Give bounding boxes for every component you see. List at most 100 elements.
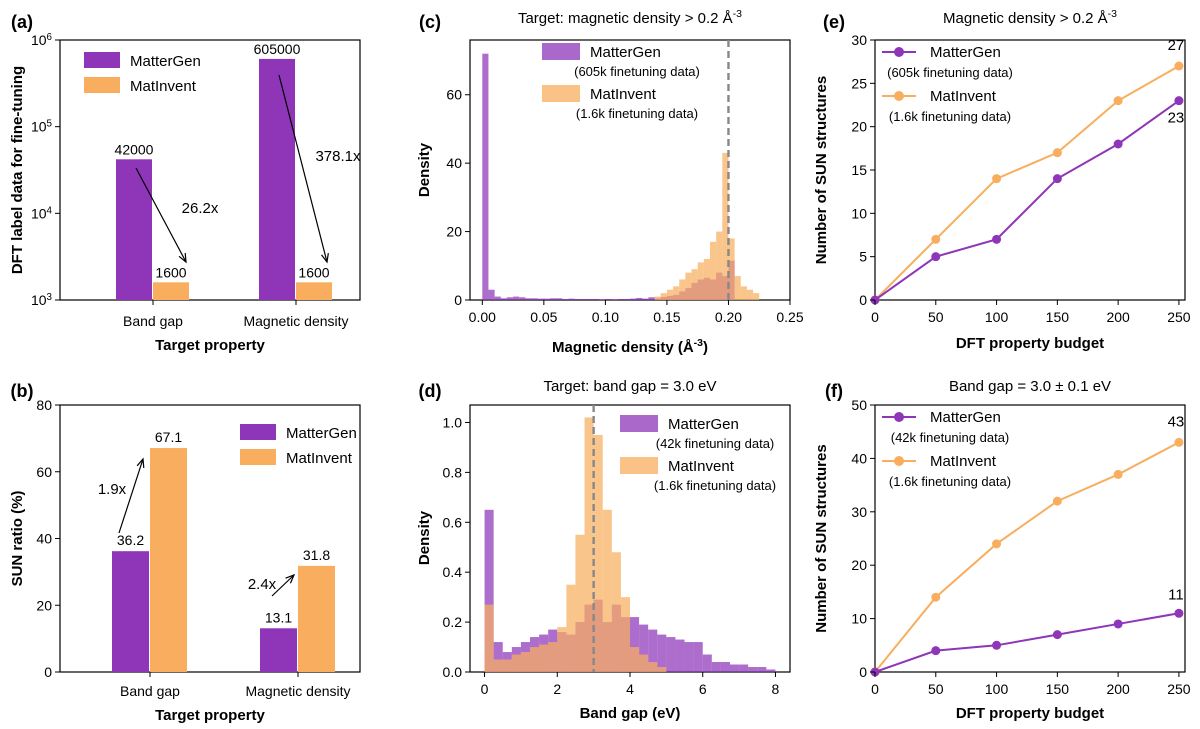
- panel-c-bin-matinvent: [654, 296, 661, 300]
- panel-c-ytick-label: 20: [446, 224, 462, 240]
- panel-d-bin-matinvent: [484, 604, 494, 672]
- panel-d-bin-matinvent: [502, 659, 512, 672]
- panel-e-xtick-label: 100: [985, 309, 1009, 325]
- panel-c-bin-mattergen: [537, 298, 544, 300]
- panel-f-ytick-label: 40: [851, 450, 867, 466]
- panel-c-bin-matinvent: [734, 276, 741, 300]
- panel-d-legend-matinvent: MatInvent: [668, 458, 735, 475]
- panel-e-line-matinvent: [874, 65, 1180, 301]
- panel-f-line-mattergen: [874, 612, 1180, 673]
- panel-e-title: Magnetic density > 0.2 Å-3: [943, 8, 1117, 27]
- panel-d-bin-mattergen: [484, 509, 494, 672]
- panel-d-ytick-label: 0.0: [443, 664, 463, 680]
- panel-d-bin-mattergen: [757, 667, 767, 672]
- panel-c-bin-matinvent: [703, 258, 710, 300]
- panel-f-line-matinvent: [874, 441, 1180, 673]
- panel-d-bin-matinvent: [566, 584, 576, 672]
- panel-d-bin-mattergen: [766, 669, 776, 672]
- panel-c-bin-matinvent: [740, 286, 747, 300]
- panel-f-label: (f): [825, 381, 843, 401]
- panel-e-xtick-label: 0: [871, 309, 879, 325]
- panel-f-point-mattergen: [931, 646, 941, 656]
- panel-a-ytick-label-part-1: 3: [47, 292, 53, 303]
- panel-e-point-matinvent: [992, 174, 1002, 184]
- panel-d-xlabel: Band gap (eV): [580, 705, 681, 722]
- panel-a-bar-matinvent-1: [296, 282, 332, 300]
- panel-f-point-mattergen: [1174, 608, 1184, 618]
- panel-a-ytick-label-part-1: 5: [47, 118, 53, 129]
- panel-c-bin-mattergen: [494, 296, 501, 300]
- panel-f-frame: [874, 404, 1186, 673]
- panel-d-legend-mattergen-note: (42k finetuning data): [656, 436, 775, 451]
- panel-f-ytick-label: 0: [859, 664, 867, 680]
- panel-d-bin-mattergen: [711, 662, 721, 672]
- panel-c-xlabel-part-0: Magnetic density (Å: [552, 339, 694, 356]
- panel-a-annotation-ratio-1: 26.2x: [182, 200, 219, 217]
- panel-c-bin-mattergen: [636, 297, 643, 300]
- panel-c-legend-mattergen: MatterGen: [590, 44, 661, 61]
- panel-d-bin-mattergen: [693, 642, 703, 672]
- panel-e-xtick-label: 150: [1046, 309, 1070, 325]
- panel-c-bin-mattergen: [642, 298, 649, 300]
- panel-f-point-matinvent: [1174, 437, 1184, 447]
- panel-f-point-matinvent: [1113, 469, 1123, 479]
- panel-d-bin-matinvent: [630, 647, 640, 672]
- panel-a-value-label: 1600: [298, 264, 329, 280]
- panel-e-legend-matinvent-note: (1.6k finetuning data): [889, 109, 1011, 124]
- panel-e-xtick-label: 250: [1167, 309, 1191, 325]
- panel-e-xlabel: DFT property budget: [956, 335, 1104, 352]
- panel-d-bin-matinvent: [511, 654, 521, 672]
- panel-a-legend-mattergen: MatterGen: [130, 53, 201, 70]
- panel-b-legend-swatch-mattergen: [240, 424, 276, 440]
- panel-c-xtick-label: 0.05: [530, 309, 557, 325]
- panel-d-legend-swatch-matinvent: [620, 457, 658, 474]
- panel-e-legend-mattergen-label: MatterGen: [930, 44, 1001, 61]
- panel-b-bar-matinvent-0: [150, 448, 187, 672]
- panel-b-legend-matinvent: MatInvent: [286, 450, 353, 467]
- panel-d-ytick-label: 0.4: [443, 564, 463, 580]
- panel-c-title: Target: magnetic density > 0.2 Å-3: [518, 8, 742, 27]
- panel-c-bin-mattergen: [506, 297, 514, 300]
- panel-e-point-matinvent: [1113, 96, 1123, 106]
- panel-f-xtick-label: 50: [928, 681, 944, 697]
- panel-a-ylabel: DFT label data for fine-tuning: [9, 66, 26, 274]
- panel-c-legend-matinvent-note: (1.6k finetuning data): [576, 106, 698, 121]
- panel-a-legend-matinvent: MatInvent: [130, 78, 197, 95]
- panel-d-bin-mattergen: [630, 617, 640, 672]
- panel-c-bin-matinvent: [753, 293, 760, 300]
- panel-b-ylabel: SUN ratio (%): [9, 491, 26, 587]
- panel-a-bar-mattergen-1: [259, 58, 295, 300]
- panel-f-xlabel: DFT property budget: [956, 705, 1104, 722]
- panel-c-xtick-label: 0.10: [592, 309, 619, 325]
- panel-c-bin-matinvent: [685, 272, 692, 300]
- panel-e-legend-matinvent-marker: [894, 91, 904, 101]
- panel-e-point-mattergen: [1174, 96, 1184, 106]
- panel-c-bin-mattergen: [630, 298, 637, 300]
- panel-e-label: (e): [823, 12, 845, 32]
- panel-d-xtick-label: 4: [626, 681, 634, 697]
- panel-c-bin-mattergen: [617, 298, 624, 300]
- panel-c-bin-mattergen: [574, 298, 581, 300]
- panel-d-bin-mattergen: [684, 642, 694, 672]
- panel-c-bin-matinvent: [691, 269, 698, 300]
- panel-c-bin-matinvent: [728, 238, 735, 300]
- panel-e-legend-mattergen-marker: [894, 47, 904, 57]
- panel-c-bin-mattergen: [568, 298, 575, 300]
- panel-d-bin-mattergen: [730, 664, 740, 672]
- panel-c-bin-mattergen: [488, 289, 495, 300]
- panel-f-xtick-label: 200: [1106, 681, 1130, 697]
- panel-b-ytick-label: 80: [36, 397, 52, 413]
- panel-d-bin-matinvent: [611, 552, 621, 672]
- panel-d-bin-matinvent: [657, 667, 667, 672]
- panel-d-xtick-label: 0: [481, 681, 489, 697]
- panel-c-frame: [469, 39, 791, 301]
- panel-b-bar-matinvent-1: [298, 565, 335, 672]
- panel-a-value-label: 605000: [254, 41, 301, 57]
- panel-b-value-label: 13.1: [265, 609, 292, 625]
- panel-c-bin-mattergen: [623, 298, 630, 300]
- panel-c-bin-mattergen: [550, 298, 557, 300]
- panel-c-bin-matinvent: [660, 293, 667, 300]
- panel-b-value-label: 31.8: [303, 547, 330, 563]
